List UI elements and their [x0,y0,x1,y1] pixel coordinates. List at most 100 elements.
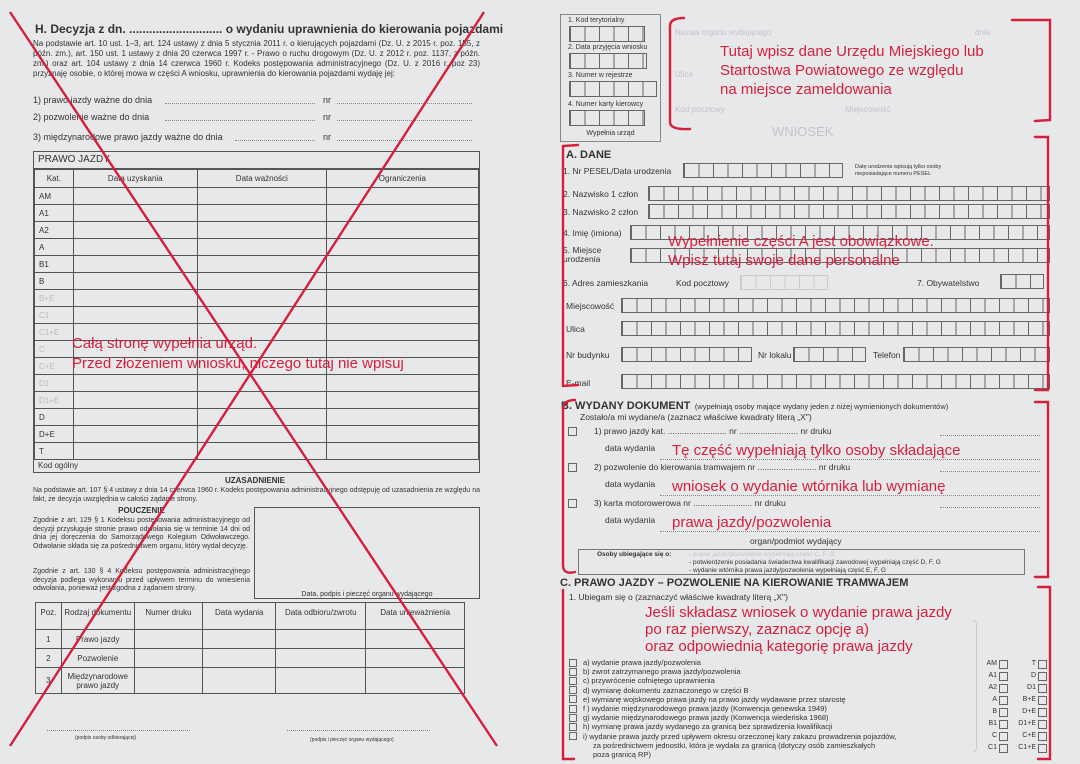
authority-postal-label: Kod pocztowy [675,105,725,114]
license-table-row: C1 [34,306,480,324]
category-checkbox [999,708,1008,717]
instruction-text-2: Zgodnie z art. 130 § 4 Kodeksu postępowa… [33,568,250,593]
note-line-2: - potwierdzenie posiadania świadectwa kw… [689,559,941,566]
empty-cell [72,442,198,460]
signature-caption-right: (podpis i pieczęć organu wydającego) [310,737,394,743]
citizenship-label: 7. Obywatelstwo [917,278,980,288]
validity-line-nr-dots [337,140,472,141]
driver-card-grid [569,110,645,126]
documents-table-row: 3 Międzynarodowe prawo jazdy [35,667,465,694]
pesel-label: 1. Nr PESEL/Data urodzenia [563,166,672,176]
category-label: A1 [988,672,997,679]
note-box-text: - prawo jazdy/pozwolenie wypełniają częś… [689,551,941,575]
issued-document-dots [940,471,1040,472]
license-table-row: C+E [34,357,480,375]
category-checkbox [999,672,1008,681]
documents-table-header: Data odbioru/zwrotu [275,602,367,630]
birthplace-grid [630,248,1050,263]
documents-table-header: Data wydania [202,602,277,630]
validity-line-nr-dots [337,120,472,121]
header-annotation-1: Tutaj wpisz dane Urzędu Miejskiego lub [720,43,984,60]
section-b-annotation-2: wniosek o wydanie wtórnika lub wymianę [672,478,946,495]
category-label: A2 [988,684,997,691]
city-label: Miejscowość [566,301,615,311]
city-grid [621,298,1050,313]
justification-text: Na podstawie art. 107 § 4 ustawy z dnia … [33,487,480,503]
category-checkbox [1038,744,1047,753]
option-label: e) wymianę wojskowego prawa jazdy na pra… [583,694,846,704]
option-checkbox [569,732,577,741]
category-checkbox [999,660,1008,669]
category-checkbox [1038,708,1047,717]
option-label: b) zwrot zatrzymanego prawa jazdy/pozwol… [583,667,741,677]
receipt-date-grid [569,53,647,69]
left-annotation-line-2: Przed złożeniem wniosku, niczego tutaj n… [72,355,404,372]
section-b-heading: B. WYDANY DOKUMENT [561,400,691,412]
category-label: B [992,708,997,715]
section-c-heading: C. PRAWO JAZDY – POZWOLENIE NA KIEROWANI… [560,577,909,589]
first-name-label: 4. Imię (imiona) [563,228,622,238]
issue-date-dots [660,495,1040,496]
category-checkbox [1038,696,1047,705]
form-title: WNIOSEK [772,124,834,139]
option-checkbox [569,658,577,667]
building-grid [621,347,752,362]
signature-caption-left: (podpis osoby odbierającej) [75,735,137,741]
category-label: C [991,732,997,739]
license-table-row: B [34,272,480,290]
section-b-heading-row: B. WYDANY DOKUMENT (wypełniają osoby maj… [561,396,948,414]
section-a-heading: A. DANE [566,149,612,161]
license-table-row: B+E [34,289,480,307]
option-label: d) wymianę dokumentu zaznaczonego w częś… [583,685,749,695]
validity-line-nr: nr [323,132,332,142]
documents-table-row: 2 Pozwolenie [35,648,465,668]
category-label: AM [986,660,998,667]
bracket-c-right [1036,585,1052,761]
bracket-c-left [561,588,576,761]
issued-document-checkbox [568,427,577,436]
note-line-1: - prawo jazdy/pozwolenie wypełniają częś… [689,551,835,558]
issue-date-label: data wydania [605,443,656,453]
empty-cell [275,667,367,694]
category-checkbox [999,720,1008,729]
category-label: D1+E [1018,720,1036,727]
instruction-text-1: Zgodnie z art. 129 § 1 Kodeksu postępowa… [33,517,250,551]
validity-line-dots [165,103,315,104]
surname2-grid [648,204,1050,219]
category-checkbox [999,732,1008,741]
option-checkbox [569,704,577,713]
option-label: i) wydanie prawa jazdy przed upływem okr… [583,731,897,741]
note-line-3: - wydanie wtórnika prawa jazdy/pozwoleni… [689,567,886,574]
option-checkbox [569,722,577,731]
issued-document-item: 1) prawo jazdy kat. ....................… [594,426,832,436]
category-label: T [1031,660,1036,667]
license-table-row: T [34,442,480,460]
stamp-caption: Data, podpis i pieczęć organu wydającego [301,591,433,598]
bracket-a-left [561,143,580,388]
category-label: D1 [1027,684,1036,691]
issued-document-item: 2) pozwolenie do kierowania tramwajem nr… [594,462,851,472]
pesel-note: Datę urodzenia wpisują tylko osoby niepo… [855,164,942,177]
option-checkbox [569,676,577,685]
issue-date-label: data wydania [605,479,656,489]
office-caption: Wypełnia urząd [586,130,635,137]
postal-code-label: Kod pocztowy [676,278,729,288]
category-label: C+E [1022,732,1036,739]
phone-grid [903,347,1050,362]
option-checkbox [569,695,577,704]
category-checkbox [1038,672,1047,681]
option-checkbox [569,667,577,676]
bracket-header-right [1010,18,1052,123]
validity-line-nr-dots [337,103,472,104]
territorial-code-grid [569,26,645,42]
option-label: c) przywrócenie cofniętego uprawnienia [583,676,715,686]
bracket-b-right [1033,400,1050,579]
street-grid [621,321,1050,336]
option-label: f ) wydanie międzynarodowego prawa jazdy… [583,704,827,713]
category-checkbox [1038,660,1047,669]
license-table-title: PRAWO JAZDY [34,152,479,169]
option-label: g) wydanie międzynarodowego prawa jazdy … [583,713,829,723]
general-code-label: Kod ogólny [38,461,79,470]
justification-heading: UZASADNIENIE [224,476,285,485]
